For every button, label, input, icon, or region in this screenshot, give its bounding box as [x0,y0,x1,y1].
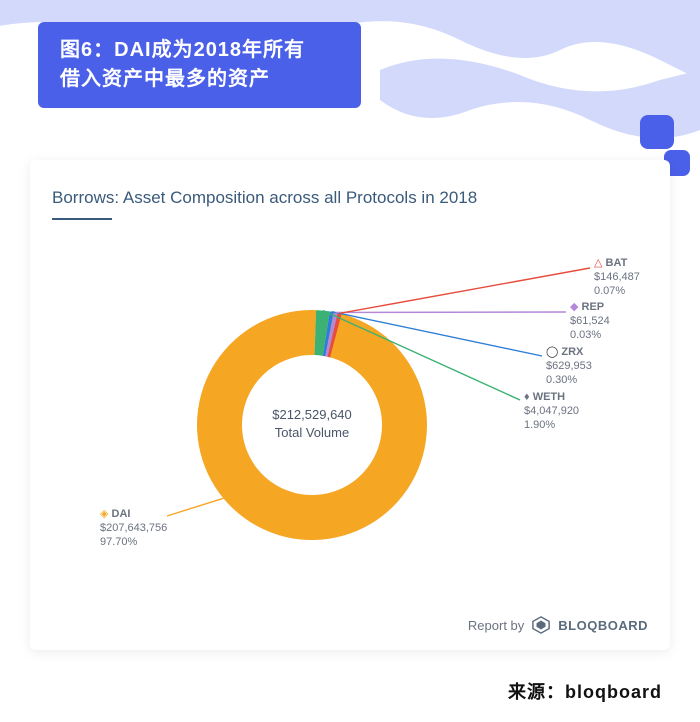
center-amount: $212,529,640 [242,406,382,424]
weth-pct: 1.90% [524,419,579,433]
weth-symbol: WETH [533,391,565,405]
segment-label-rep: ◆ REP $61,524 0.03% [570,301,610,342]
dai-symbol: DAI [112,508,131,522]
segment-label-bat: △ BAT $146,487 0.07% [594,257,640,298]
bat-amount: $146,487 [594,271,640,285]
report-brand: BLOQBOARD [558,618,648,633]
chart-card: Borrows: Asset Composition across all Pr… [30,160,670,650]
report-prefix: Report by [468,618,524,633]
segment-label-weth: ♦ WETH $4,047,920 1.90% [524,391,579,432]
segment-label-dai: ◈ DAI $207,643,756 97.70% [100,508,167,549]
zrx-pct: 0.30% [546,374,592,388]
chart-title: Borrows: Asset Composition across all Pr… [52,188,648,208]
rep-pct: 0.03% [570,329,610,343]
rep-symbol: REP [582,301,605,315]
rep-icon: ◆ [570,301,578,313]
report-by: Report by BLOQBOARD [468,616,648,634]
header-banner: 图6：DAI成为2018年所有 借入资产中最多的资产 [38,22,361,108]
source-line: 来源：bloqboard [508,678,662,704]
donut-center-label: $212,529,640 Total Volume [242,406,382,441]
bat-pct: 0.07% [594,285,640,299]
header-line2: 借入资产中最多的资产 [60,65,305,94]
bloqboard-logo-icon [532,616,550,634]
bat-symbol: BAT [606,257,628,271]
rep-amount: $61,524 [570,315,610,329]
weth-amount: $4,047,920 [524,405,579,419]
segment-label-zrx: ◯ ZRX $629,953 0.30% [546,346,592,387]
dai-amount: $207,643,756 [100,522,167,536]
center-sublabel: Total Volume [242,424,382,442]
dai-pct: 97.70% [100,536,167,550]
donut-chart: $212,529,640 Total Volume ◈ DAI $207,643… [52,220,648,590]
source-name: bloqboard [565,682,662,702]
weth-icon: ♦ [524,391,530,403]
leader-line-bat [340,268,590,313]
zrx-symbol: ZRX [561,346,583,360]
zrx-icon: ◯ [546,346,558,358]
dai-icon: ◈ [100,508,108,520]
zrx-amount: $629,953 [546,360,592,374]
header-line1: 图6：DAI成为2018年所有 [60,36,305,65]
bat-icon: △ [594,257,602,269]
source-prefix: 来源： [508,682,565,702]
leader-line-dai [167,498,223,516]
